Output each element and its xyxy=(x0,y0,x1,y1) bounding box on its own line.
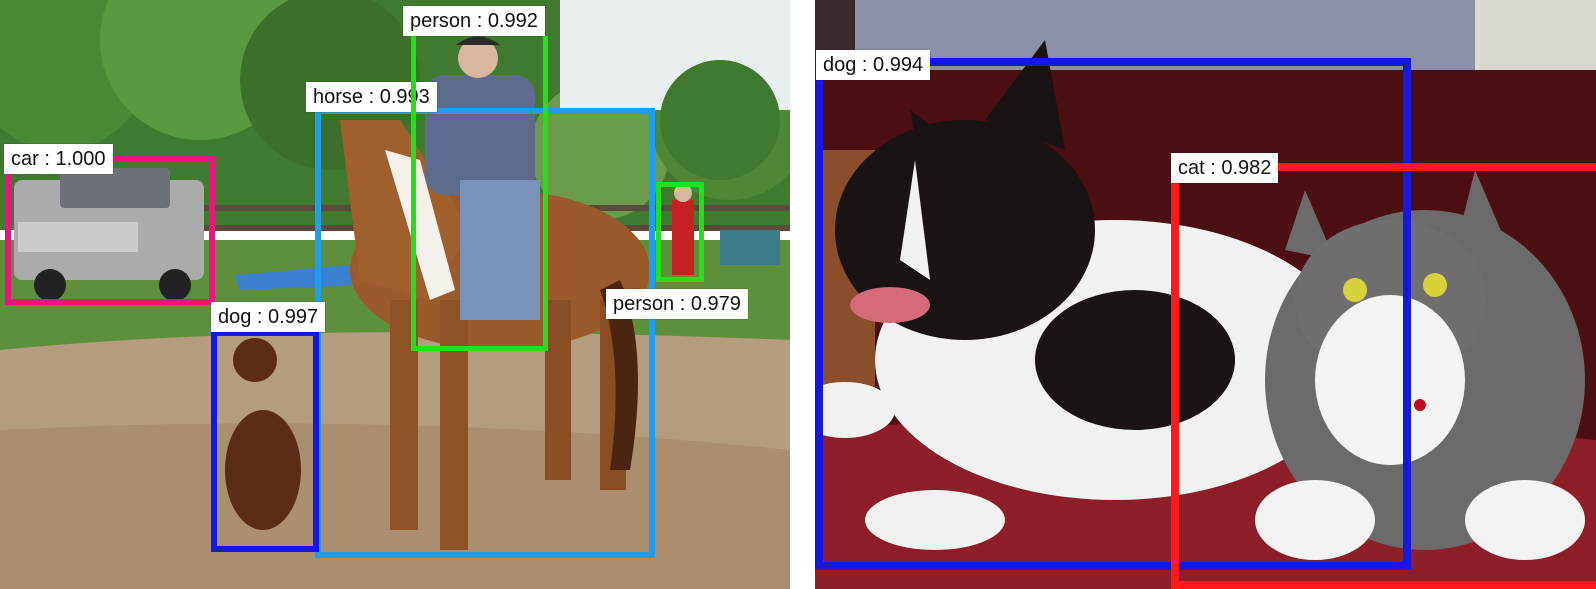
paddock-photo xyxy=(0,0,790,589)
detection-label-cat: cat : 0.982 xyxy=(1171,153,1279,183)
detection-box-cat xyxy=(1171,163,1596,589)
detection-label-car: car : 1.000 xyxy=(4,144,113,174)
detection-image-left: car : 1.000 horse : 0.993 person : 0.992… xyxy=(0,0,790,589)
detection-label-dog: dog : 0.997 xyxy=(211,302,326,332)
detection-label-person-right: person : 0.979 xyxy=(606,289,748,319)
detection-label-person-rider: person : 0.992 xyxy=(403,6,545,36)
detection-box-dog-couch xyxy=(815,58,1411,570)
detection-image-right: dog : 0.994 cat : 0.982 xyxy=(815,0,1596,589)
detection-box-person-right xyxy=(656,182,704,282)
detection-box-dog xyxy=(211,330,319,552)
detection-box-person-rider xyxy=(411,36,548,351)
detection-label-dog-couch: dog : 0.994 xyxy=(816,50,931,80)
detection-box-car xyxy=(5,155,215,305)
